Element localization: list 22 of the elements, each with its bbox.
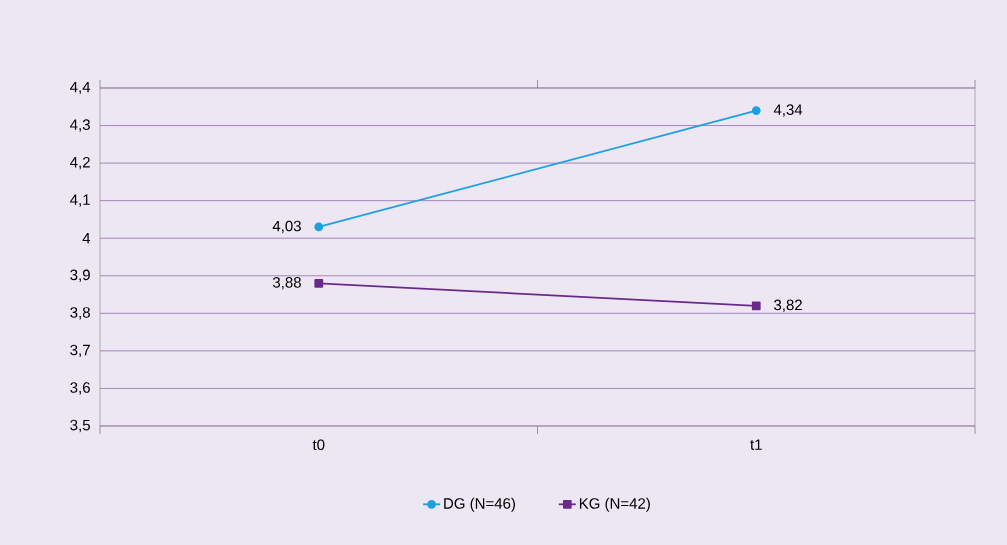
point [751, 301, 761, 311]
y-tick-label: 3,5 [70, 419, 90, 433]
y-tick-label: 4,2 [70, 156, 90, 170]
y-tick-label: 3,8 [70, 307, 90, 320]
data-label: 4,03 [272, 220, 301, 234]
y-tick-label: 4,1 [70, 194, 90, 207]
data-label: 3,82 [774, 299, 802, 313]
point [751, 106, 761, 115]
y-tick-label: 3,6 [70, 382, 90, 395]
y-tick-label: 4 [82, 233, 91, 244]
point [314, 278, 324, 288]
x-tick-label: t1 [750, 439, 762, 450]
legend-label: DG (N=46) [444, 497, 515, 512]
y-tick-label: 3,7 [70, 344, 90, 358]
point [314, 222, 324, 232]
data-label: 3,88 [272, 277, 301, 290]
data-label: 4,34 [773, 104, 803, 117]
legend-label: KG (N=42) [579, 497, 650, 512]
y-tick-label: 4,3 [70, 119, 90, 132]
y-tick-label: 3,9 [70, 269, 90, 282]
y-tick-label: 4,4 [70, 81, 91, 95]
x-tick-label: t0 [312, 439, 325, 451]
